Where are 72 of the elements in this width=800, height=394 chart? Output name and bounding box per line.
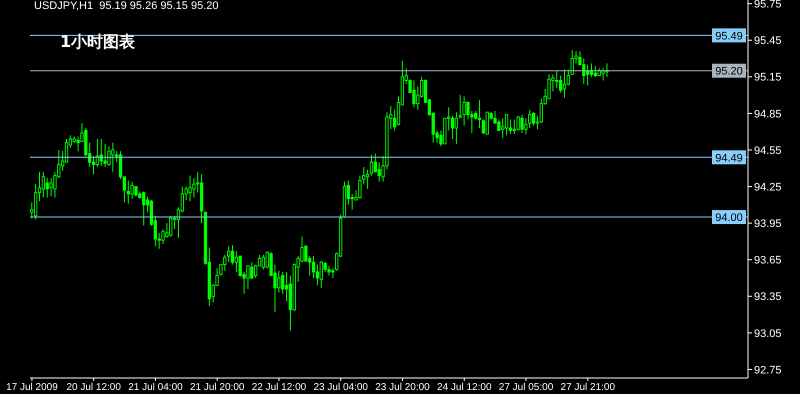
candlestick (111, 142, 114, 172)
x-tick-label: 17 Jul 2009 (6, 382, 58, 394)
candlestick (320, 260, 323, 288)
candlestick (316, 264, 320, 286)
candlestick (161, 228, 165, 244)
x-tick-label: 20 Jul 12:00 (66, 382, 122, 394)
x-tick-label: 27 Jul 05:00 (498, 382, 554, 394)
candlestick (42, 171, 46, 198)
candlestick (277, 270, 280, 294)
x-tick-label: 22 Jul 12:00 (252, 382, 307, 394)
candlestick (46, 178, 49, 198)
ref-line-label: 94.00 (715, 212, 743, 224)
candlestick (501, 118, 504, 138)
candlestick (532, 112, 536, 126)
y-tick-label: 94.25 (754, 181, 782, 194)
candlestick (370, 154, 374, 176)
candlestick (327, 265, 331, 276)
y-tick-label: 93.65 (754, 254, 782, 267)
ref-line-label: 94.49 (715, 152, 743, 164)
candlestick (126, 180, 130, 204)
candlestick (586, 64, 590, 86)
x-tick-label: 21 Jul 20:00 (190, 382, 245, 394)
candlestick (262, 254, 266, 270)
candlestick (520, 114, 524, 134)
candlestick (130, 181, 134, 200)
x-tick-label: 23 Jul 04:00 (313, 382, 368, 394)
candlestick (504, 114, 508, 136)
candlestick (234, 250, 238, 272)
candlestick (169, 215, 172, 238)
x-tick-label: 24 Jul 12:00 (437, 382, 492, 394)
candlestick (192, 178, 196, 198)
y-tick-label: 95.15 (754, 72, 782, 84)
candlestick (450, 115, 454, 140)
candlestick (358, 175, 362, 200)
candlestick (462, 96, 466, 126)
y-tick-label: 93.35 (754, 291, 782, 304)
x-tick-label: 23 Jul 20:00 (375, 382, 430, 394)
chart-title: USDJPY,H1 95.19 95.26 95.15 95.20 (34, 0, 218, 12)
candlestick (516, 115, 520, 131)
y-tick-label: 93.95 (754, 218, 782, 230)
y-tick-label: 92.75 (754, 364, 782, 376)
candlestick (466, 100, 470, 120)
candlestick (142, 190, 146, 226)
candlestick (512, 118, 516, 135)
ref-line-label: 95.49 (715, 30, 743, 42)
y-tick-label: 93.05 (754, 328, 782, 340)
candlestick (562, 69, 566, 98)
candlestick (478, 99, 482, 129)
candlestick (188, 175, 192, 202)
candlestick (49, 178, 53, 197)
candlestick (134, 186, 138, 197)
candlestick (594, 65, 598, 78)
candlestick (454, 112, 458, 144)
x-tick-label: 27 Jul 21:00 (560, 382, 616, 394)
candlestick (555, 70, 558, 88)
candlestick (100, 138, 103, 166)
candlestick (103, 143, 107, 168)
candlestick (312, 256, 316, 279)
x-tick-label: 21 Jul 04:00 (128, 382, 184, 394)
candlestick (412, 80, 416, 108)
candlestick (486, 112, 489, 135)
y-tick-label: 95.45 (754, 35, 782, 48)
y-tick-label: 95.75 (754, 0, 782, 11)
candlestick (250, 262, 254, 280)
candlestick (378, 162, 381, 182)
candlestick (230, 244, 234, 266)
y-tick-label: 94.85 (754, 108, 782, 120)
candlestick (92, 156, 96, 175)
y-tick-label: 94.55 (754, 144, 782, 157)
candlestick (246, 265, 250, 290)
ref-line-label: 95.20 (715, 66, 743, 78)
annotation: 1小时图表 (60, 32, 136, 53)
